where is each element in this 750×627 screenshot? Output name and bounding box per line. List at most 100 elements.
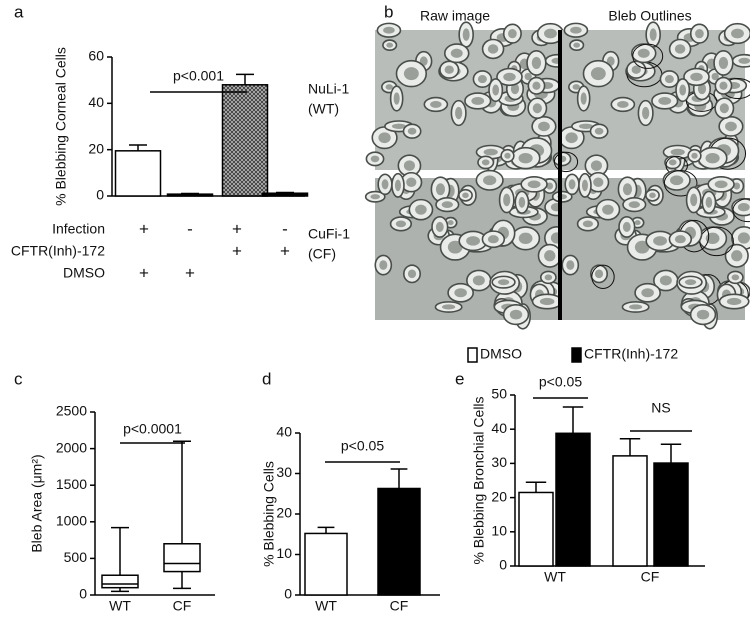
- condition-mark: -: [282, 219, 288, 238]
- row-label: (CF): [308, 246, 336, 262]
- condition-mark: +: [139, 219, 149, 238]
- cell-texture: [403, 160, 415, 171]
- cell-texture: [634, 240, 650, 254]
- cell-texture: [622, 183, 633, 196]
- cell-texture: [578, 123, 593, 129]
- cell-texture: [653, 236, 667, 246]
- cell-texture: [705, 196, 713, 208]
- cell-texture: [481, 159, 490, 166]
- cell-texture: [508, 28, 517, 39]
- cell-texture: [509, 309, 523, 320]
- cell-texture: [725, 121, 737, 132]
- y-tick-label: 10: [276, 545, 292, 561]
- cell-texture: [658, 96, 672, 105]
- cell-texture: [503, 72, 516, 82]
- y-tick-label: 30: [276, 464, 292, 480]
- condition-mark: +: [139, 263, 149, 282]
- condition-name: CFTR(Inh)-172: [11, 243, 105, 259]
- bar: [555, 432, 591, 567]
- x-tick-label: CF: [390, 598, 409, 614]
- bar: [261, 192, 309, 197]
- cell-texture: [737, 202, 750, 212]
- cell-texture: [674, 44, 686, 54]
- y-axis-label: % Blebbing Corneal Cells: [53, 47, 69, 206]
- cell-texture: [406, 177, 417, 187]
- legend-label: CFTR(Inh)-172: [584, 346, 678, 362]
- cell-texture: [674, 235, 686, 244]
- cell-texture: [532, 81, 541, 90]
- row-label: (WT): [308, 101, 339, 117]
- cell-texture: [518, 152, 533, 164]
- cell-texture: [450, 48, 463, 58]
- panel-label: d: [262, 369, 271, 388]
- y-tick-label: 10: [491, 523, 507, 539]
- cell-texture: [670, 148, 685, 156]
- x-tick-label: WT: [315, 598, 337, 614]
- micrographs: [364, 21, 750, 330]
- cell-texture: [602, 204, 614, 215]
- bar: [221, 84, 269, 197]
- y-tick-label: 1000: [56, 513, 87, 529]
- y-tick-label: 0: [499, 557, 507, 573]
- legend-swatch: [467, 347, 478, 363]
- cell-texture: [370, 194, 381, 200]
- cell-texture: [546, 182, 554, 190]
- significance-label: p<0.05: [539, 374, 582, 390]
- y-tick-label: 0: [284, 586, 292, 602]
- bar: [114, 150, 162, 197]
- cell-texture: [447, 240, 463, 254]
- panel-label: a: [14, 2, 24, 21]
- cell-texture: [518, 196, 526, 208]
- cell-texture: [679, 84, 687, 96]
- significance-label: p<0.05: [341, 438, 384, 454]
- column-header: Bleb Outlines: [608, 8, 691, 24]
- cell-texture: [711, 72, 719, 81]
- cell-texture: [628, 201, 640, 209]
- panel-label: b: [384, 2, 393, 21]
- y-axis-label: Bleb Area (μm²): [29, 454, 45, 552]
- row-label: NuLi-1: [308, 81, 349, 97]
- cell-texture: [649, 28, 657, 41]
- cell-texture: [395, 220, 407, 228]
- cell-texture: [617, 100, 629, 108]
- cell-texture: [518, 232, 533, 245]
- bar: [518, 491, 554, 567]
- bar: [304, 532, 348, 596]
- cell-texture: [570, 26, 582, 34]
- cell-texture: [696, 309, 710, 320]
- cell-texture: [385, 84, 393, 90]
- cell-texture: [733, 182, 741, 190]
- cell-texture: [466, 236, 480, 246]
- column-header: Raw image: [420, 8, 490, 24]
- cell-texture: [634, 220, 641, 226]
- cell-texture: [719, 81, 728, 90]
- cell-texture: [407, 127, 417, 135]
- cell-texture: [430, 100, 442, 108]
- condition-name: DMSO: [63, 265, 105, 281]
- cell-texture: [714, 180, 728, 189]
- box: [163, 543, 201, 573]
- cell-texture: [594, 269, 604, 279]
- legend-label: DMSO: [480, 346, 522, 362]
- cell-texture: [407, 269, 417, 279]
- cell-texture: [503, 193, 511, 207]
- x-tick-label: CF: [641, 569, 660, 585]
- cell-texture: [531, 56, 542, 69]
- cell-texture: [510, 83, 520, 95]
- cell-texture: [649, 192, 656, 199]
- significance-label: p<0.001: [173, 68, 224, 84]
- cell-texture: [394, 179, 401, 192]
- y-tick-label: 1500: [56, 476, 87, 492]
- cell-texture: [718, 56, 729, 69]
- cell-texture: [403, 67, 419, 81]
- y-tick-label: 30: [491, 454, 507, 470]
- x-tick-label: WT: [109, 598, 131, 614]
- cell-texture: [622, 221, 631, 232]
- cell-texture: [497, 279, 510, 286]
- condition-mark: +: [232, 241, 242, 260]
- cell-texture: [690, 72, 703, 82]
- condition-name: Infection: [52, 221, 105, 237]
- cell-texture: [590, 160, 602, 171]
- bleb-outline: [632, 43, 664, 69]
- panel-label: e: [455, 369, 464, 388]
